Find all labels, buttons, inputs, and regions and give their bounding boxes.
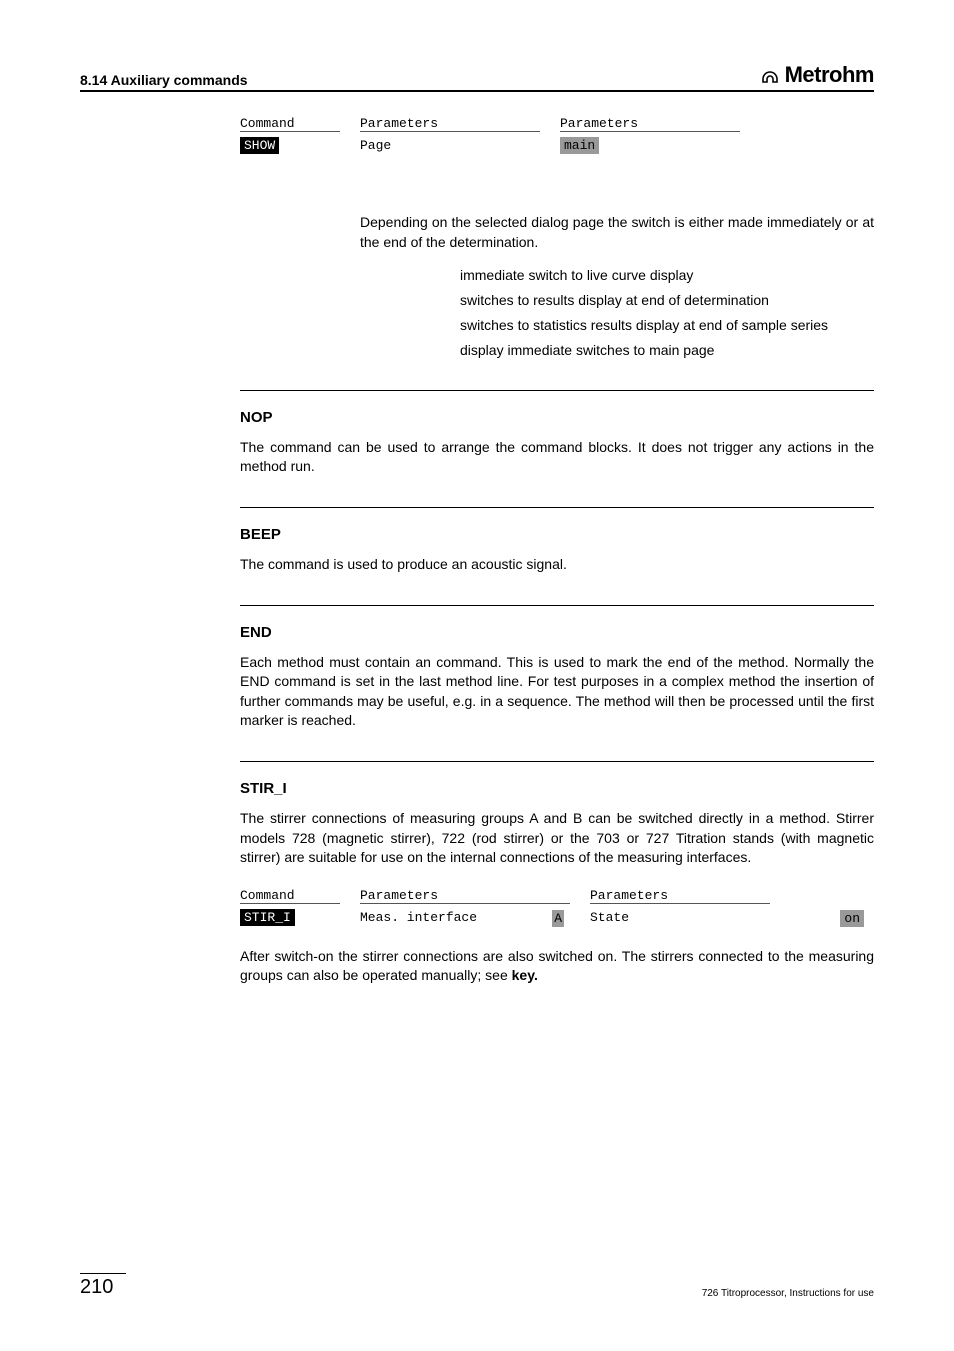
page-footer: 210 726 Titroprocessor, Instructions for… xyxy=(80,1273,874,1299)
col-parameters-1: Parameters xyxy=(360,888,590,903)
param-row-show: SHOW Page main xyxy=(240,138,874,153)
divider xyxy=(240,507,874,508)
page-header: 8.14 Auxiliary commands Metrohm xyxy=(80,62,874,92)
brand-text: Metrohm xyxy=(785,62,874,88)
section-title: 8.14 Auxiliary commands xyxy=(80,72,248,88)
stir-para: The stirrer connections of measuring gro… xyxy=(240,809,874,868)
divider xyxy=(240,390,874,391)
divider xyxy=(240,761,874,762)
col-parameters-2: Parameters xyxy=(590,888,874,903)
col-parameters-2: Parameters xyxy=(560,116,874,131)
main-content: Command Parameters Parameters SHOW Page … xyxy=(240,116,874,986)
stir-row: STIR_I Meas. interface A State on xyxy=(240,910,874,927)
cmd-stir: STIR_I xyxy=(240,909,295,926)
stir-state-val: on xyxy=(840,910,864,927)
stir-underline xyxy=(240,903,874,904)
param-page: Page xyxy=(360,138,560,153)
stir-meas-val: A xyxy=(552,910,564,927)
def-statistic: switches to statistics results display a… xyxy=(460,316,874,335)
stir-state-label: State xyxy=(590,910,629,927)
def-result: switches to results display at end of de… xyxy=(460,291,874,310)
col-command: Command xyxy=(240,116,360,131)
footer-note: 726 Titroprocessor, Instructions for use xyxy=(702,1288,874,1299)
intro-text: Depending on the selected dialog page th… xyxy=(360,213,874,252)
stir-table-header: Command Parameters Parameters xyxy=(240,888,874,903)
heading-end: END xyxy=(240,624,874,641)
stir-meas-label: Meas. interface xyxy=(360,910,477,927)
heading-beep: BEEP xyxy=(240,526,874,543)
col-command: Command xyxy=(240,888,360,903)
heading-nop: NOP xyxy=(240,409,874,426)
def-curve: immediate switch to live curve display xyxy=(460,266,874,285)
param-table-header: Command Parameters Parameters xyxy=(240,116,874,131)
definition-list: immediate switch to live curve display s… xyxy=(460,266,874,360)
page-number: 210 xyxy=(80,1273,126,1299)
end-text: Each method must contain an command. Thi… xyxy=(240,653,874,731)
heading-stir: STIR_I xyxy=(240,780,874,797)
def-main: display immediate switches to main page xyxy=(460,341,874,360)
nop-text: The command can be used to arrange the c… xyxy=(240,438,874,477)
brand-logo: Metrohm xyxy=(759,62,874,88)
param-underline xyxy=(240,131,874,132)
beep-text: The command is used to produce an acoust… xyxy=(240,555,874,575)
param-main: main xyxy=(560,137,599,154)
divider xyxy=(240,605,874,606)
cmd-show: SHOW xyxy=(240,137,279,154)
col-parameters-1: Parameters xyxy=(360,116,560,131)
stir-after-text: After switch-on the stirrer connections … xyxy=(240,947,874,986)
ohm-icon xyxy=(759,64,781,86)
